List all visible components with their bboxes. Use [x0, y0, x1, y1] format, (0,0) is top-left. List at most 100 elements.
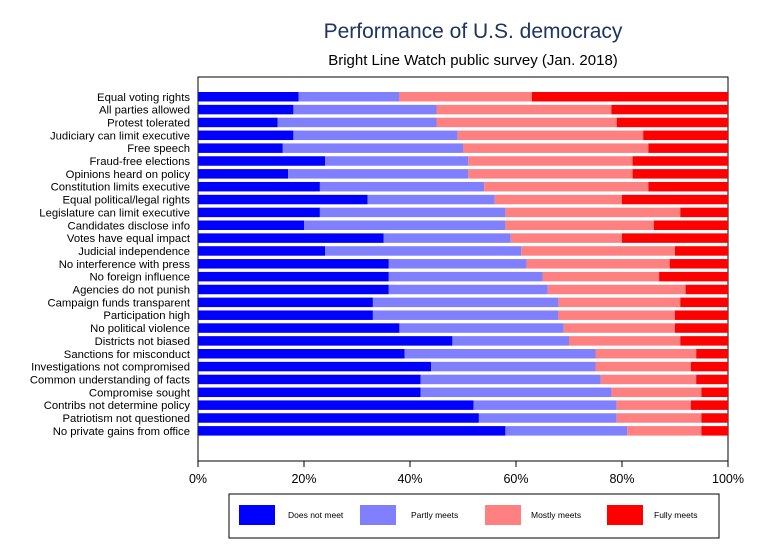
bar-fully-meets-10	[653, 220, 728, 230]
bar-does-not-meet-8	[198, 194, 368, 205]
x-tick-label: 80%	[609, 472, 634, 486]
category-label: Votes have equal impact	[67, 233, 191, 245]
bar-mostly-meets-11	[510, 233, 622, 243]
bar-does-not-meet-19	[198, 336, 453, 346]
category-label: Investigations not compromised	[31, 362, 190, 374]
category-label: Districts not biased	[95, 336, 190, 348]
bar-mostly-meets-18	[563, 323, 675, 333]
bar-fully-meets-13	[669, 259, 728, 269]
bar-mostly-meets-25	[616, 413, 702, 423]
bar-fully-meets-25	[701, 413, 728, 423]
bar-partly-meets-2	[277, 117, 437, 128]
bar-does-not-meet-14	[198, 271, 389, 282]
legend-swatch-mostly-meets	[485, 505, 521, 525]
category-label: Patriotism not questioned	[63, 413, 190, 425]
legend-swatch-partly-meets	[360, 505, 396, 525]
legend: Does not meet Partly meets Mostly meets Ful…	[228, 493, 720, 539]
bar-partly-meets-20	[404, 349, 596, 359]
bar-does-not-meet-18	[198, 323, 400, 333]
bar-fully-meets-21	[690, 361, 728, 372]
category-label: Sanctions for misconduct	[64, 349, 191, 361]
bar-does-not-meet-17	[198, 310, 373, 320]
bar-does-not-meet-24	[198, 400, 474, 410]
bar-fully-meets-26	[701, 426, 728, 436]
bar-fully-meets-20	[696, 349, 728, 359]
bar-mostly-meets-16	[558, 297, 681, 308]
bar-fully-meets-9	[680, 207, 728, 218]
bar-mostly-meets-0	[399, 92, 532, 102]
bar-fully-meets-17	[675, 310, 728, 320]
bar-does-not-meet-6	[198, 169, 289, 179]
bar-mostly-meets-7	[484, 181, 649, 192]
bar-mostly-meets-14	[542, 271, 660, 282]
bar-mostly-meets-2	[436, 117, 617, 128]
bar-mostly-meets-6	[468, 169, 633, 179]
bar-mostly-meets-8	[494, 194, 622, 205]
bar-fully-meets-24	[690, 400, 728, 410]
bar-fully-meets-18	[675, 323, 728, 333]
bar-fully-meets-3	[643, 130, 728, 141]
bar-fully-meets-23	[701, 387, 728, 398]
bar-mostly-meets-10	[505, 220, 654, 230]
bar-mostly-meets-20	[595, 349, 697, 359]
category-label: Equal voting rights	[97, 92, 190, 104]
bar-partly-meets-11	[383, 233, 511, 243]
category-label: Contribs not determine policy	[44, 400, 191, 412]
bar-does-not-meet-9	[198, 207, 320, 218]
legend-label: Does not meet	[288, 510, 344, 520]
x-tick-label: 100%	[712, 472, 744, 486]
bar-partly-meets-25	[478, 413, 617, 423]
bar-mostly-meets-17	[558, 310, 675, 320]
bar-does-not-meet-10	[198, 220, 304, 230]
category-label: No political violence	[90, 323, 190, 335]
bar-partly-meets-0	[298, 92, 400, 102]
bar-mostly-meets-12	[521, 246, 675, 256]
bar-fully-meets-19	[680, 336, 728, 346]
category-label: Opinions heard on policy	[66, 169, 191, 181]
bar-mostly-meets-9	[505, 207, 681, 218]
bar-partly-meets-9	[319, 207, 506, 218]
bar-does-not-meet-2	[198, 117, 278, 128]
bar-partly-meets-7	[319, 181, 485, 192]
bar-mostly-meets-1	[436, 104, 612, 115]
bar-does-not-meet-23	[198, 387, 421, 398]
category-label: Candidates disclose info	[68, 220, 190, 232]
bar-does-not-meet-11	[198, 233, 384, 243]
bar-does-not-meet-7	[198, 181, 320, 192]
bar-does-not-meet-13	[198, 259, 389, 269]
bar-partly-meets-23	[420, 387, 612, 398]
bar-fully-meets-0	[531, 92, 728, 102]
category-label: Common understanding of facts	[30, 374, 190, 386]
bar-fully-meets-12	[675, 246, 728, 256]
x-tick-label: 0%	[189, 472, 207, 486]
bar-partly-meets-6	[288, 169, 469, 179]
x-axis: 0% 20% 40% 60% 80% 100%	[189, 461, 744, 486]
category-label: Equal political/legal rights	[63, 195, 191, 207]
bar-does-not-meet-20	[198, 349, 405, 359]
bar-does-not-meet-1	[198, 104, 294, 115]
category-label: Campaign funds transparent	[47, 297, 190, 309]
bar-fully-meets-6	[632, 169, 728, 179]
bar-fully-meets-15	[685, 284, 728, 295]
bar-does-not-meet-21	[198, 361, 432, 372]
bar-partly-meets-5	[325, 156, 469, 166]
category-label: Legislature can limit executive	[39, 207, 190, 219]
category-label: No private gains from office	[53, 426, 190, 438]
bar-does-not-meet-15	[198, 284, 389, 295]
bar-mostly-meets-3	[457, 130, 644, 141]
category-label: Judiciary can limit executive	[50, 130, 190, 142]
bar-mostly-meets-21	[595, 361, 691, 372]
category-label: Free speech	[127, 143, 190, 155]
category-label: Constitution limits executive	[51, 182, 190, 194]
bar-fully-meets-11	[622, 233, 728, 243]
bar-does-not-meet-5	[198, 156, 326, 166]
bar-does-not-meet-4	[198, 143, 283, 153]
bar-fully-meets-7	[648, 181, 728, 192]
bar-does-not-meet-26	[198, 426, 506, 436]
bar-partly-meets-3	[293, 130, 458, 141]
bar-does-not-meet-12	[198, 246, 326, 256]
bar-partly-meets-24	[473, 400, 617, 410]
bar-partly-meets-10	[304, 220, 506, 230]
